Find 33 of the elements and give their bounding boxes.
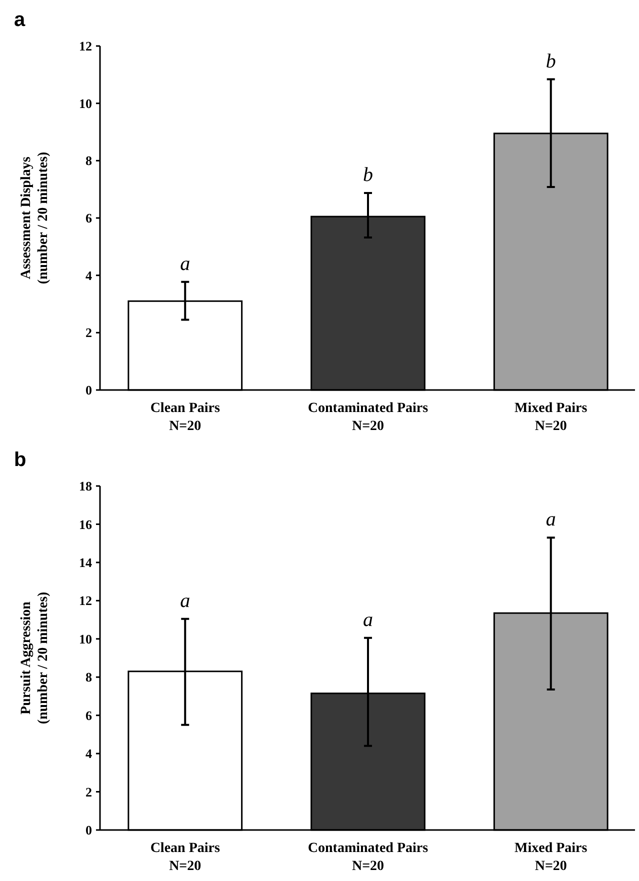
x-tick-label: Mixed Pairs N=20 (514, 401, 588, 434)
annotation: b (546, 50, 556, 72)
annotation: a (546, 508, 556, 531)
x-tick-label: Mixed Pairs N=20 (514, 841, 588, 874)
annotation: b (363, 164, 373, 186)
x-tick-label: Clean Pairs N=20 (150, 401, 220, 434)
chart-title: b (14, 449, 26, 471)
y-tick-label: 2 (86, 325, 92, 340)
y-tick-label: 4 (86, 746, 92, 762)
y-tick-label: 2 (86, 784, 92, 800)
x-tick-label: Contaminated Pairs N=20 (308, 401, 429, 434)
y-axis-title: Assessment Displays (number / 20 minutes) (19, 151, 51, 284)
y-tick-label: 14 (79, 554, 92, 570)
annotation: a (180, 590, 190, 612)
y-tick-label: 18 (79, 478, 92, 494)
y-tick-label: 12 (79, 38, 92, 54)
y-tick-label: 16 (79, 516, 92, 532)
y-tick-label: 12 (79, 593, 92, 608)
annotation: a (363, 608, 373, 631)
annotation: a (180, 252, 190, 275)
y-axis-title: Pursuit Aggression (number / 20 minutes) (19, 591, 51, 724)
y-tick-label: 6 (86, 210, 92, 226)
y-tick-label: 0 (86, 822, 92, 838)
y-tick-label: 8 (86, 670, 92, 685)
y-tick-label: 4 (86, 268, 92, 283)
y-tick-label: 8 (86, 153, 92, 168)
chart-title: a (14, 9, 26, 31)
y-tick-label: 10 (79, 96, 92, 111)
y-tick-label: 6 (86, 708, 92, 723)
x-tick-label: Clean Pairs N=20 (150, 841, 220, 874)
y-tick-label: 0 (86, 382, 92, 398)
x-tick-label: Contaminated Pairs N=20 (308, 841, 429, 874)
y-tick-label: 10 (79, 631, 92, 646)
